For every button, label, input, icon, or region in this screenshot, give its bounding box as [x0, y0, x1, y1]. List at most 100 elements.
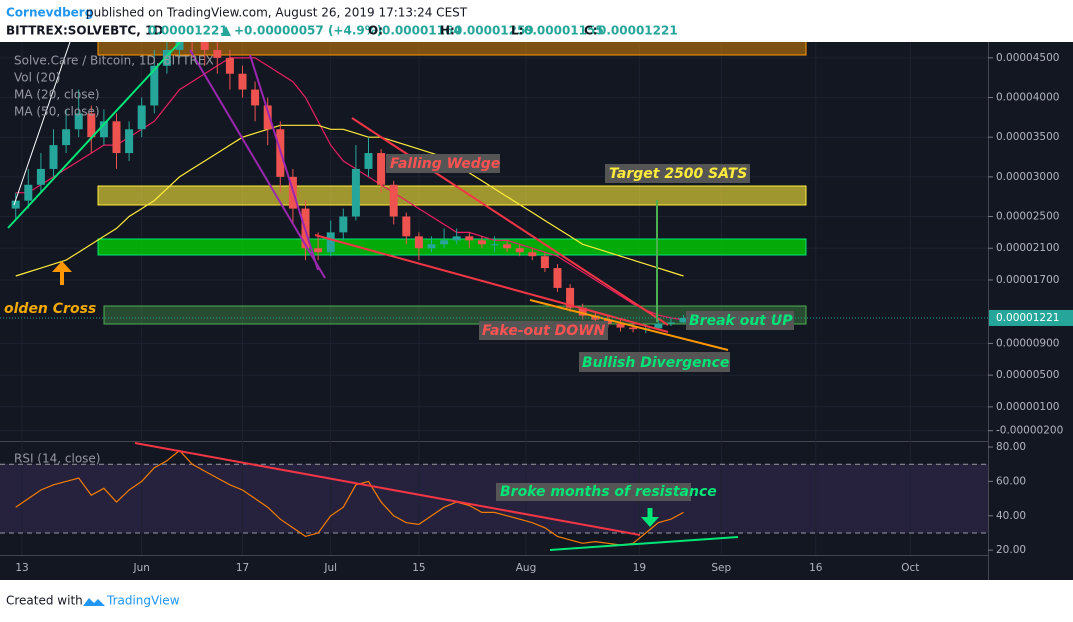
zone-yellow: [97, 185, 807, 206]
arrow-head: [641, 517, 659, 527]
y-tick-label: 0.00000500: [996, 369, 1059, 381]
annotation: Break out UP: [689, 313, 793, 329]
candle-body: [364, 153, 373, 169]
candle-body: [591, 315, 600, 320]
candle-body: [578, 307, 587, 316]
label-box: [496, 483, 691, 501]
candle-body: [99, 121, 108, 138]
y-tick-label: 0.00003000: [996, 171, 1059, 183]
candle-body: [87, 113, 96, 138]
annotation: Target 2500 SATS: [609, 166, 747, 182]
label-box: [579, 352, 730, 372]
y-tick-label: 40.00: [996, 510, 1026, 522]
annotation: Broke months of resistance: [500, 484, 717, 500]
y-tick-label: 0.00000100: [996, 401, 1059, 413]
legend-ma: MA (20, close): [14, 88, 100, 102]
candle-body: [427, 244, 436, 249]
candle-body: [515, 248, 524, 253]
candle-body: [62, 129, 71, 146]
candle-body: [112, 121, 121, 154]
resistance-line: [134, 442, 641, 536]
support-line: [549, 536, 739, 551]
rsi-pane: [15, 449, 684, 546]
candle-body: [654, 323, 663, 329]
candle-body: [137, 105, 146, 130]
candle-body: [314, 248, 323, 253]
y-tick-label: 80.00: [996, 441, 1026, 453]
candle-body: [351, 168, 360, 217]
x-tick-label: Jul: [323, 562, 337, 574]
candle-body: [377, 153, 386, 185]
candle-body: [49, 145, 58, 169]
candle-body: [616, 323, 625, 328]
trendline: [249, 54, 319, 271]
footer-brand[interactable]: TradingView: [106, 594, 180, 608]
x-tick-label: 13: [15, 562, 28, 574]
y-tick-label: 20.00: [996, 544, 1026, 556]
candle-body: [11, 200, 20, 209]
c-value: 0.00001221: [598, 24, 678, 38]
ohlc-line: BITTREX:SOLVEBTC, 1D 0.00001221 +0.00000…: [6, 24, 678, 38]
candle-body: [465, 236, 474, 241]
x-tick-label: 15: [412, 562, 425, 574]
logo: [83, 598, 105, 606]
candle-body: [339, 216, 348, 233]
annotation: Fake-out DOWN: [482, 323, 606, 339]
zone-orange: [97, 42, 807, 56]
trendline: [13, 42, 71, 206]
x-tick-label: Aug: [516, 562, 537, 574]
c-label: C:: [584, 24, 598, 38]
y-tick-label: 0.00003500: [996, 131, 1059, 143]
label-box: [479, 321, 608, 340]
published: published on TradingView.com, August 26,…: [86, 6, 468, 20]
up-arrow: [221, 26, 231, 36]
rsi-band-fill: [0, 464, 988, 533]
candle-body: [402, 216, 411, 237]
candle-body: [503, 244, 512, 249]
candle-body: [213, 49, 222, 58]
y-tick-label: 0.00001700: [996, 274, 1059, 286]
label-box: [386, 154, 500, 173]
annotation: Falling Wedge: [390, 156, 500, 172]
annotation: Bullish Divergence: [582, 355, 729, 371]
candle-body: [36, 168, 45, 185]
drawings: [7, 42, 729, 351]
candle-body: [238, 73, 247, 90]
o-value: 0.00001164: [382, 24, 462, 38]
candle-body: [477, 240, 486, 245]
l-value: 0.00001155: [524, 24, 604, 38]
candle-body: [225, 57, 234, 74]
y-tick-label: 0.00000900: [996, 337, 1059, 349]
candle-body: [666, 322, 675, 324]
x-tick-label: 19: [633, 562, 646, 574]
candle-body: [452, 236, 461, 241]
candle-body: [326, 232, 335, 253]
zones: [97, 42, 807, 325]
candle-body: [150, 65, 159, 106]
last-price-box: [989, 309, 1073, 326]
author[interactable]: Cornevdberg: [6, 6, 93, 20]
rsi-legend: RSI (14, close): [14, 452, 100, 466]
rsi-drawings: [134, 442, 739, 551]
y-tick-label: 0.00002500: [996, 211, 1059, 223]
legend-ma: MA (50, close): [14, 105, 100, 119]
label-box: [686, 311, 794, 330]
y-tick-label: 0.00004500: [996, 52, 1059, 64]
x-tick-label: 17: [236, 562, 249, 574]
candle-body: [263, 105, 272, 130]
l-label: L:: [511, 24, 523, 38]
candle-body: [24, 184, 33, 201]
x-tick-label: Sep: [711, 562, 731, 574]
candle-body: [553, 268, 562, 288]
arrow-head: [52, 261, 72, 272]
candle-body: [440, 240, 449, 245]
last-price-label: 0.00001221: [996, 312, 1059, 324]
legend-title: Solve.Care / Bitcoin, 1D, BITTREX: [14, 54, 214, 68]
candle-body: [251, 89, 260, 106]
h-label: H:: [440, 24, 455, 38]
legend-volume: Vol (20): [14, 71, 60, 85]
divergence-line: [529, 299, 729, 351]
price: 0.00001221: [148, 24, 228, 38]
